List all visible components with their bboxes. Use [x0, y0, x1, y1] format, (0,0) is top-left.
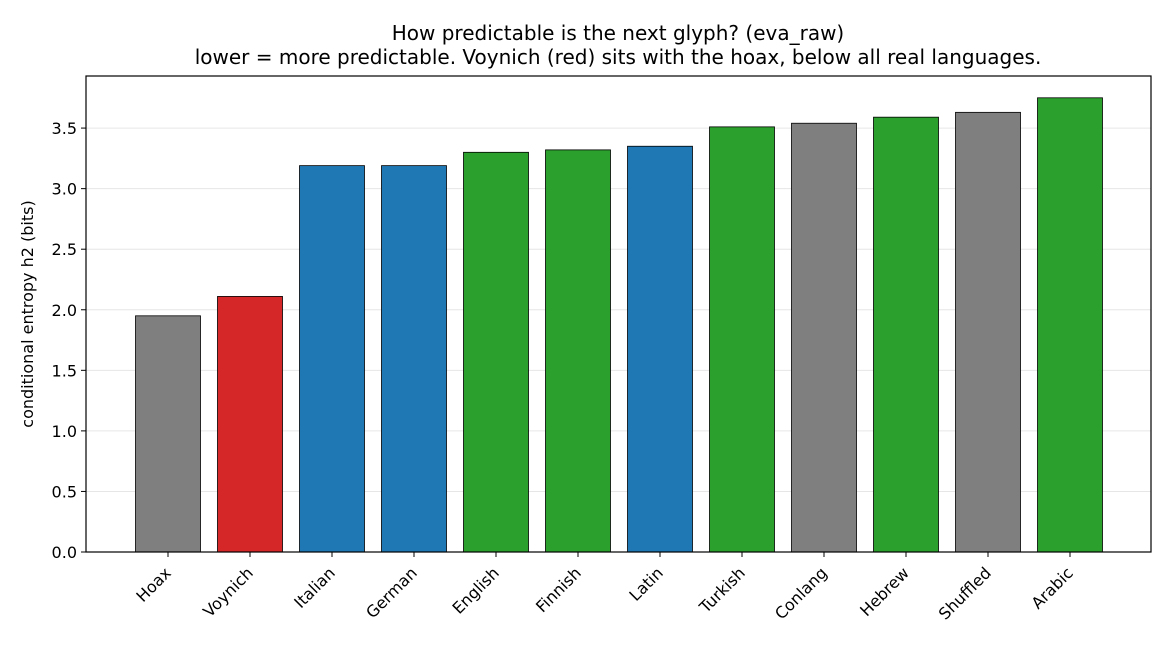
x-tick-label: Shuffled: [935, 563, 995, 623]
bar-hebrew: [873, 116, 939, 553]
x-tick-label: Arabic: [1028, 563, 1077, 612]
bar-finnish: [545, 149, 611, 553]
plot-frame: [85, 75, 1152, 553]
bar-turkish: [709, 126, 775, 553]
bar-latin: [627, 145, 693, 553]
bars: [135, 97, 1103, 553]
x-axis: Hoax Voynich Italian German English Finnish La…: [132, 552, 1077, 623]
y-tick-label: 1.0: [52, 422, 77, 441]
bar-hoax: [135, 315, 201, 553]
chart-subtitle: lower = more predictable. Voynich (red) …: [195, 45, 1042, 69]
y-axis-label: conditional entropy h2 (bits): [18, 200, 37, 427]
y-tick-label: 3.0: [52, 180, 77, 199]
y-tick-label: 3.5: [52, 119, 77, 138]
x-tick-label: Hebrew: [856, 563, 913, 620]
y-tick-label: 0.0: [52, 543, 77, 562]
y-tick-label: 0.5: [52, 482, 77, 501]
x-tick-label: German: [362, 563, 421, 622]
chart-title: How predictable is the next glyph? (eva_…: [392, 21, 844, 45]
bar-shuffled: [955, 111, 1021, 553]
bar-english: [463, 151, 529, 553]
y-tick-label: 2.5: [52, 240, 77, 259]
x-tick-label: Conlang: [771, 563, 831, 623]
x-tick-label: Turkish: [695, 563, 749, 617]
x-tick-label: Italian: [290, 563, 339, 612]
x-tick-label: Voynich: [199, 563, 257, 621]
bar-italian: [299, 165, 365, 553]
bar-german: [381, 165, 447, 553]
x-tick-label: Finnish: [532, 563, 585, 616]
x-tick-label: English: [449, 563, 503, 617]
x-tick-label: Hoax: [132, 563, 174, 605]
x-tick-label: Latin: [625, 563, 666, 604]
bar-voynich: [217, 296, 283, 553]
bar-conlang: [791, 122, 857, 553]
y-tick-label: 1.5: [52, 361, 77, 380]
y-axis: 0.0 0.5 1.0 1.5 2.0 2.5 3.0 3.5: [52, 119, 86, 562]
y-tick-label: 2.0: [52, 301, 77, 320]
bar-arabic: [1037, 97, 1103, 553]
